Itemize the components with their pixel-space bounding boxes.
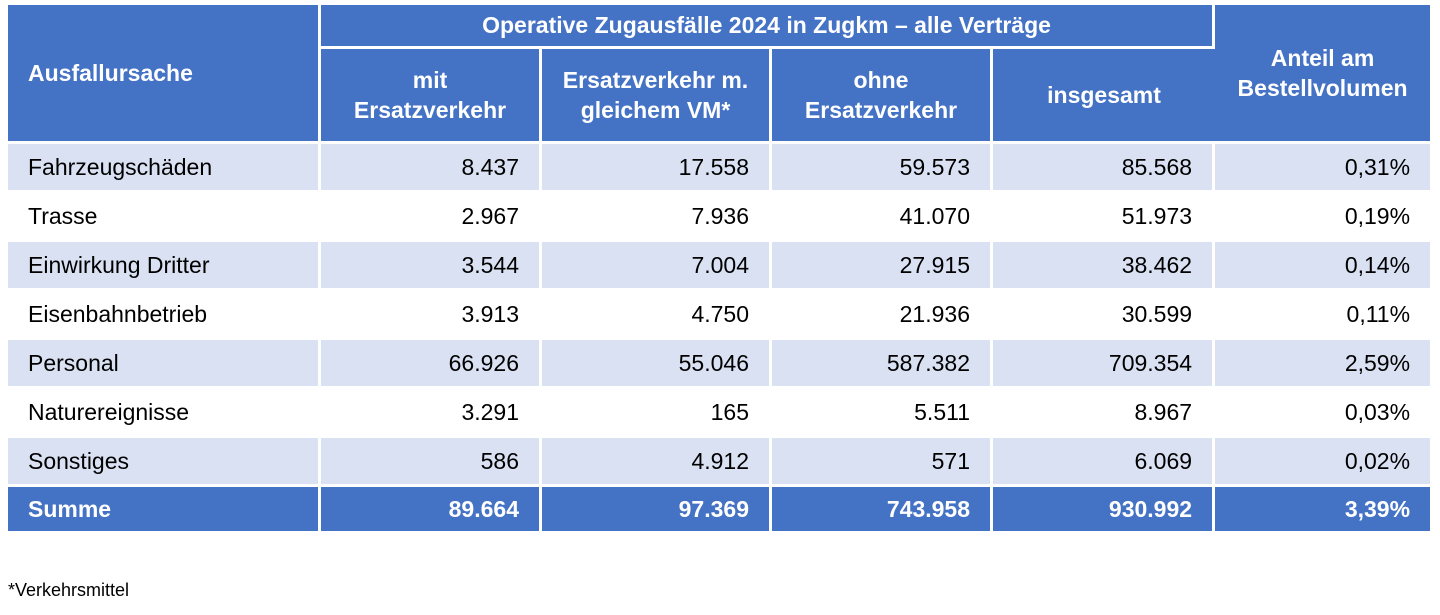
cell-anteil: 0,02% (1215, 438, 1431, 487)
table-row: Einwirkung Dritter 3.544 7.004 27.915 38… (8, 242, 1431, 291)
cell-ohne: 587.382 (772, 340, 993, 389)
ausfall-table: Ausfallursache Operative Zugausfälle 202… (8, 5, 1431, 534)
cell-gleich: 7.004 (542, 242, 772, 291)
cell-anteil: 0,14% (1215, 242, 1431, 291)
cell-ohne: 59.573 (772, 144, 993, 193)
cell-mit: 8.437 (321, 144, 542, 193)
cell-mit: 66.926 (321, 340, 542, 389)
table-row: Sonstiges 586 4.912 571 6.069 0,02% (8, 438, 1431, 487)
row-label: Sonstiges (8, 438, 321, 487)
sum-mit: 89.664 (321, 487, 542, 534)
header-anteil-line1: Anteil am (1270, 45, 1375, 71)
cell-mit: 2.967 (321, 193, 542, 242)
cell-anteil: 2,59% (1215, 340, 1431, 389)
cell-mit: 3.913 (321, 291, 542, 340)
cell-anteil: 0,11% (1215, 291, 1431, 340)
sum-gesamt: 930.992 (993, 487, 1216, 534)
sum-gleich: 97.369 (542, 487, 772, 534)
row-label: Einwirkung Dritter (8, 242, 321, 291)
row-label: Personal (8, 340, 321, 389)
cell-gleich: 4.912 (542, 438, 772, 487)
header-ohne-ersatzverkehr: ohne Ersatzverkehr (772, 48, 993, 144)
cell-anteil: 0,31% (1215, 144, 1431, 193)
table-row: Fahrzeugschäden 8.437 17.558 59.573 85.5… (8, 144, 1431, 193)
row-label: Fahrzeugschäden (8, 144, 321, 193)
header-anteil: Anteil am Bestellvolumen (1215, 5, 1431, 144)
cell-anteil: 0,03% (1215, 389, 1431, 438)
row-label: Naturereignisse (8, 389, 321, 438)
cell-gleich: 165 (542, 389, 772, 438)
cell-ohne: 41.070 (772, 193, 993, 242)
cell-mit: 3.544 (321, 242, 542, 291)
header-ausfallursache: Ausfallursache (8, 5, 321, 144)
cell-gleich: 4.750 (542, 291, 772, 340)
row-label: Eisenbahnbetrieb (8, 291, 321, 340)
table-row: Personal 66.926 55.046 587.382 709.354 2… (8, 340, 1431, 389)
header-col-line1: ohne (853, 66, 909, 93)
cell-gesamt: 8.967 (993, 389, 1216, 438)
cell-gleich: 7.936 (542, 193, 772, 242)
header-insgesamt: insgesamt (993, 48, 1216, 144)
cell-anteil: 0,19% (1215, 193, 1431, 242)
cell-gleich: 17.558 (542, 144, 772, 193)
cell-ohne: 21.936 (772, 291, 993, 340)
row-label: Trasse (8, 193, 321, 242)
header-mit-ersatzverkehr: mit Ersatzverkehr (321, 48, 542, 144)
sum-row: Summe 89.664 97.369 743.958 930.992 3,39… (8, 487, 1431, 534)
table-row: Naturereignisse 3.291 165 5.511 8.967 0,… (8, 389, 1431, 438)
header-col-line2: gleichem VM* (580, 96, 731, 123)
cell-ohne: 27.915 (772, 242, 993, 291)
header-group-title: Operative Zugausfälle 2024 in Zugkm – al… (321, 5, 1216, 49)
table-row: Eisenbahnbetrieb 3.913 4.750 21.936 30.5… (8, 291, 1431, 340)
header-ersatzverkehr-gleiches-vm: Ersatzverkehr m. gleichem VM* (542, 48, 772, 144)
cell-gesamt: 6.069 (993, 438, 1216, 487)
footnote: *Verkehrsmittel (8, 580, 130, 600)
header-anteil-line2: Bestellvolumen (1237, 75, 1408, 101)
cell-gesamt: 30.599 (993, 291, 1216, 340)
cell-gesamt: 38.462 (993, 242, 1216, 291)
sum-label: Summe (8, 487, 321, 534)
sum-anteil: 3,39% (1215, 487, 1431, 534)
cell-gesamt: 709.354 (993, 340, 1216, 389)
header-col-line2: Ersatzverkehr (353, 96, 507, 123)
cell-ohne: 571 (772, 438, 993, 487)
cell-mit: 586 (321, 438, 542, 487)
cell-gesamt: 85.568 (993, 144, 1216, 193)
table-row: Trasse 2.967 7.936 41.070 51.973 0,19% (8, 193, 1431, 242)
cell-gesamt: 51.973 (993, 193, 1216, 242)
cell-gleich: 55.046 (542, 340, 772, 389)
cell-mit: 3.291 (321, 389, 542, 438)
sum-ohne: 743.958 (772, 487, 993, 534)
header-col-line1: mit (412, 66, 448, 93)
header-col-line2: Ersatzverkehr (804, 96, 958, 123)
cell-ohne: 5.511 (772, 389, 993, 438)
header-col-line1: Ersatzverkehr m. (562, 66, 749, 93)
